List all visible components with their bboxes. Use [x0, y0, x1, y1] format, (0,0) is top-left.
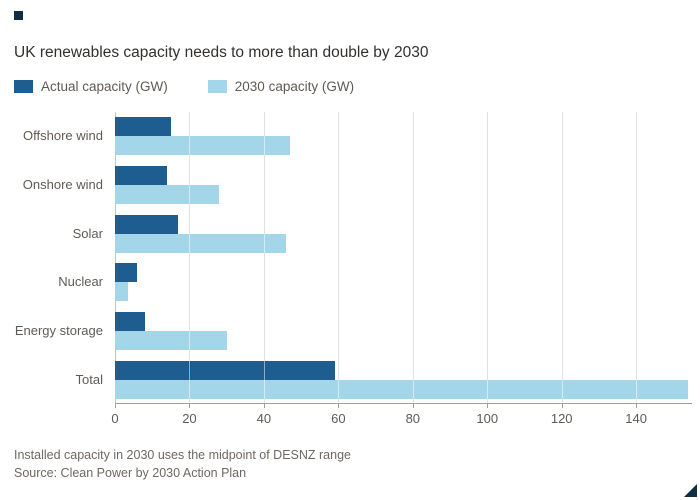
tick-mark-140: [636, 404, 638, 408]
tick-mark-60: [338, 404, 340, 408]
legend-label-actual-capacity: Actual capacity (GW): [41, 79, 168, 94]
category-label-nuclear: Nuclear: [58, 274, 103, 290]
bar-total-actual: [115, 360, 335, 380]
bar-onshore-wind-2030: [115, 185, 220, 204]
bar-nuclear-actual: [115, 263, 138, 283]
category-label-solar: Solar: [72, 225, 103, 241]
x-tick-label-100: 100: [476, 411, 499, 426]
x-axis-tick-labels: 0 20 40 60 80 100 120 140: [111, 411, 692, 429]
bar-offshore-wind-2030: [115, 136, 290, 156]
x-tick-label-120: 120: [550, 411, 573, 426]
x-axis-line: [115, 403, 692, 404]
category-label-energy-storage: Energy storage: [14, 322, 103, 338]
tick-mark-20: [189, 404, 191, 408]
x-tick-label-0: 0: [111, 411, 119, 426]
x-tick-label-60: 60: [331, 411, 346, 426]
bar-group-onshore-wind: [115, 166, 692, 204]
chart-row-offshore-wind: Offshore wind: [0, 112, 700, 161]
legend-item-actual-capacity: Actual capacity (GW): [14, 79, 168, 94]
bar-energy-storage-2030: [115, 331, 227, 351]
bar-energy-storage-actual: [115, 312, 145, 332]
x-tick-label-40: 40: [256, 411, 272, 426]
x-tick-label-20: 20: [182, 411, 197, 426]
category-label-onshore-wind: Onshore wind: [22, 176, 103, 192]
chart-row-total: Total: [0, 355, 700, 404]
legend: Actual capacity (GW) 2030 capacity (GW): [14, 79, 354, 94]
tick-mark-40: [263, 404, 265, 408]
x-axis-tick-marks: [115, 404, 692, 409]
bar-solar-2030: [115, 233, 287, 253]
category-label-offshore-wind: Offshore wind: [23, 128, 103, 144]
bar-nuclear-2030: [115, 282, 129, 302]
chart-row-energy-storage: Energy storage: [0, 307, 700, 356]
tick-mark-120: [561, 404, 563, 408]
bar-total-2030: [115, 379, 689, 399]
legend-item-2030-capacity: 2030 capacity (GW): [207, 79, 355, 94]
chart-row-solar: Solar: [0, 209, 700, 258]
legend-label-2030-capacity: 2030 capacity (GW): [234, 79, 355, 94]
x-tick-label-140: 140: [625, 411, 648, 426]
bar-onshore-wind-actual: [115, 166, 168, 185]
category-label-total: Total: [75, 371, 103, 387]
x-tick-label-80: 80: [405, 411, 421, 426]
chart-source: Source: Clean Power by 2030 Action Plan: [14, 466, 247, 480]
chart-row-onshore-wind: Onshore wind: [0, 161, 700, 210]
tick-mark-0: [115, 404, 116, 408]
bar-group-total: [115, 360, 692, 399]
chart-row-nuclear: Nuclear: [0, 258, 700, 307]
bar-solar-actual: [115, 214, 179, 234]
bar-group-nuclear: [115, 263, 692, 302]
legend-swatch-2030-capacity: [207, 80, 227, 93]
chart-footnote: Installed capacity in 2030 uses the midp…: [14, 448, 351, 462]
bar-group-solar: [115, 214, 692, 253]
tick-mark-80: [412, 404, 414, 408]
legend-swatch-actual-capacity: [14, 80, 33, 93]
bar-offshore-wind-actual: [115, 117, 171, 137]
corner-triangle: [684, 484, 697, 497]
chart-title: UK renewables capacity needs to more tha…: [14, 44, 429, 61]
plot-area: Offshore wind Onshore wind Solar Nuclear Ene…: [0, 112, 700, 426]
brand-square: [14, 11, 23, 20]
bar-group-energy-storage: [115, 312, 692, 351]
bar-group-offshore-wind: [115, 117, 692, 156]
tick-mark-100: [487, 404, 489, 408]
bar-rows: Offshore wind Onshore wind Solar Nuclear Ene…: [0, 112, 700, 404]
